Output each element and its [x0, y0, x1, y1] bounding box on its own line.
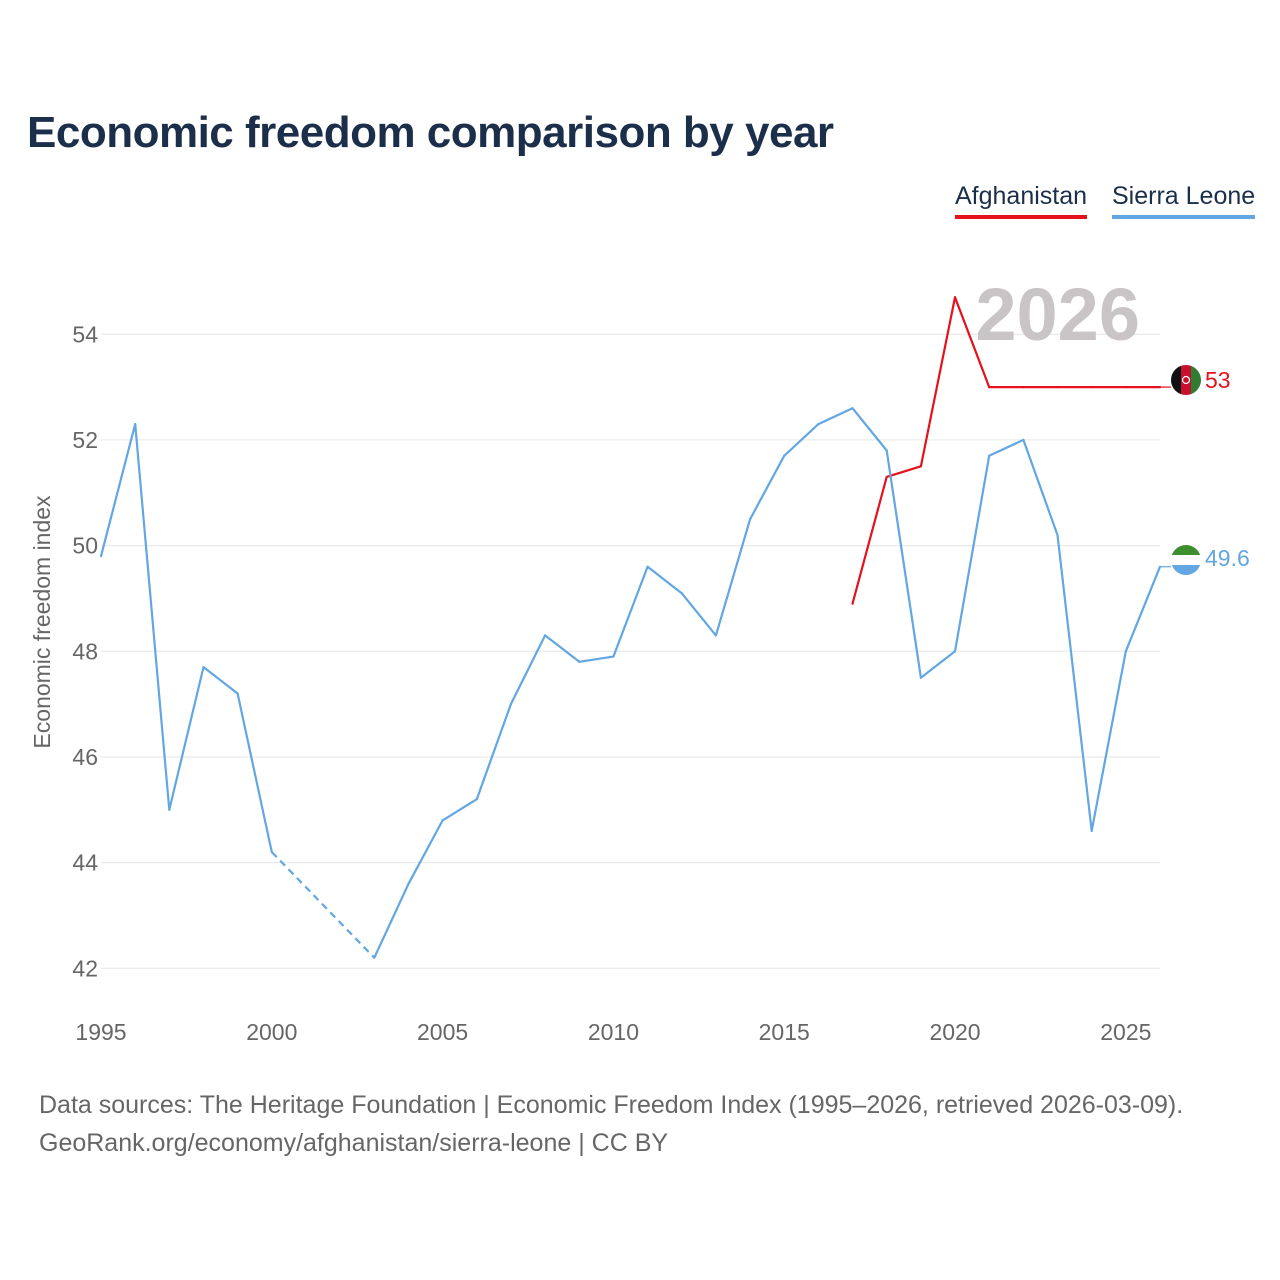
x-tick-label: 1995 — [75, 1019, 126, 1045]
x-tick-label: 2005 — [417, 1019, 468, 1045]
data-point-sierra-leone[interactable] — [646, 565, 649, 568]
y-tick-label: 52 — [72, 427, 98, 453]
data-point-afghanistan[interactable] — [885, 475, 888, 479]
data-point-afghanistan[interactable] — [1056, 385, 1059, 389]
y-tick-label: 44 — [72, 850, 98, 876]
data-point-afghanistan[interactable] — [988, 385, 991, 389]
end-label-afghanistan: 53 — [1205, 367, 1231, 393]
data-point-sierra-leone[interactable] — [988, 454, 991, 457]
y-tick-label: 46 — [72, 744, 98, 770]
series-gap-sierra-leone — [271, 851, 376, 959]
data-point-sierra-leone[interactable] — [236, 692, 239, 695]
year-watermark: 2026 — [975, 273, 1140, 356]
data-point-sierra-leone[interactable] — [441, 819, 444, 822]
x-tick-label: 2015 — [759, 1019, 810, 1045]
x-tick-label: 2000 — [246, 1019, 297, 1045]
series-line-sierra-leone — [373, 407, 1162, 959]
data-point-sierra-leone[interactable] — [168, 808, 171, 811]
y-tick-label: 54 — [72, 321, 98, 347]
data-point-sierra-leone[interactable] — [1056, 533, 1059, 537]
legend-item-afghanistan[interactable]: Afghanistan — [955, 182, 1088, 219]
x-tick-label: 2025 — [1100, 1019, 1151, 1045]
data-point-sierra-leone[interactable] — [373, 956, 376, 959]
data-point-sierra-leone[interactable] — [270, 850, 273, 854]
data-point-afghanistan[interactable] — [1022, 385, 1025, 389]
chart-title: Economic freedom comparison by year — [27, 108, 834, 157]
data-point-sierra-leone[interactable] — [885, 449, 888, 452]
data-point-sierra-leone[interactable] — [612, 655, 615, 658]
series-line-afghanistan — [851, 296, 1160, 604]
data-point-sierra-leone[interactable] — [783, 454, 786, 457]
data-point-sierra-leone[interactable] — [953, 650, 957, 653]
y-tick-label: 50 — [72, 533, 98, 559]
data-source-note: Data sources: The Heritage Foundation | … — [39, 1091, 1184, 1119]
data-point-sierra-leone[interactable] — [851, 407, 854, 410]
data-point-sierra-leone[interactable] — [1022, 438, 1025, 442]
data-point-sierra-leone[interactable] — [509, 703, 513, 706]
data-point-sierra-leone[interactable] — [578, 660, 581, 663]
data-point-sierra-leone[interactable] — [202, 666, 205, 669]
data-point-afghanistan[interactable] — [953, 296, 957, 299]
y-tick-label: 42 — [72, 955, 98, 981]
sierra-leone-flag-icon — [1171, 545, 1201, 575]
line-chart: 42 44 46 48 50 52 54 1995 2000 2005 2010 2015 2020 2… — [29, 273, 1250, 1045]
data-point-sierra-leone[interactable] — [475, 798, 478, 801]
legend-item-sierra-leone[interactable]: Sierra Leone — [1112, 182, 1256, 219]
x-tick-label: 2010 — [588, 1019, 639, 1045]
data-point-sierra-leone[interactable] — [680, 592, 683, 595]
data-point-sierra-leone[interactable] — [99, 555, 103, 558]
data-point-sierra-leone[interactable] — [748, 518, 752, 521]
data-point-sierra-leone[interactable] — [543, 634, 547, 637]
afghanistan-flag-icon — [1171, 365, 1201, 395]
data-point-sierra-leone[interactable] — [134, 422, 137, 426]
y-tick-label: 48 — [72, 638, 98, 664]
data-point-sierra-leone[interactable] — [1090, 829, 1093, 833]
data-point-sierra-leone[interactable] — [919, 676, 922, 679]
data-point-afghanistan[interactable] — [1090, 385, 1093, 389]
data-point-afghanistan[interactable] — [1124, 385, 1127, 389]
series-line-sierra-leone — [99, 423, 273, 853]
data-point-afghanistan[interactable] — [851, 602, 854, 605]
y-axis-label: Economic freedom index — [29, 495, 55, 749]
x-tick-label: 2020 — [929, 1019, 980, 1045]
data-point-sierra-leone[interactable] — [817, 422, 820, 426]
data-point-sierra-leone[interactable] — [407, 882, 410, 885]
footer: Data sources: The Heritage Foundation | … — [39, 1086, 1183, 1162]
data-point-sierra-leone[interactable] — [1124, 650, 1127, 653]
source-link[interactable]: GeoRank.org/economy/afghanistan/sierra-l… — [39, 1129, 669, 1157]
data-point-sierra-leone[interactable] — [714, 634, 718, 637]
end-label-sierra-leone: 49.6 — [1205, 545, 1250, 571]
data-point-afghanistan[interactable] — [919, 465, 922, 468]
